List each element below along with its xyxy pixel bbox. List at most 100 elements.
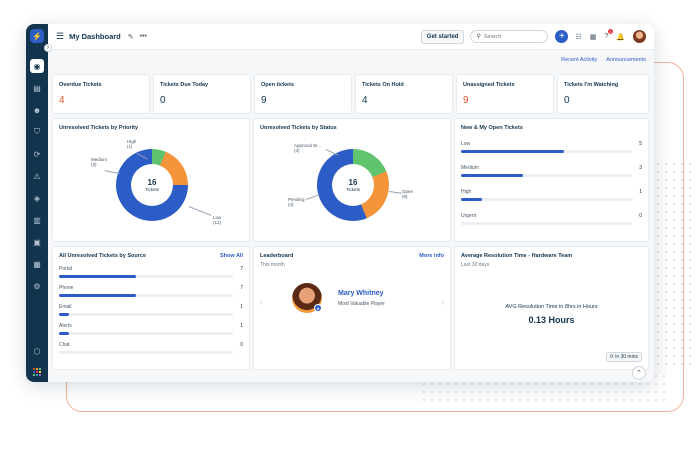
bar-label: Medium — [461, 165, 479, 171]
slice-count: (3) — [91, 162, 97, 168]
slice-label-approval: Approval W... (3) — [294, 143, 321, 154]
bar-row-medium[interactable]: Medium 3 — [461, 165, 642, 177]
sidebar: ⚡ ◉ ▤ ☻ ⛉ ⟳ ⚠ ◈ ▥ ▣ ▦ ⚙ ⬡ — [26, 24, 48, 382]
bar-count: 0 — [240, 342, 243, 348]
bar-row-portal[interactable]: Portal 7 — [59, 266, 243, 278]
slice-count: (4) — [288, 202, 294, 208]
leader-line — [306, 194, 320, 200]
kpi-card-overdue[interactable]: Overdue Tickets 4 — [52, 74, 150, 114]
inventory-icon[interactable]: ▦ — [33, 259, 41, 269]
more-options-icon[interactable]: ••• — [139, 33, 147, 40]
menu-icon[interactable]: ☰ — [56, 31, 65, 41]
bar-row-low[interactable]: Low 5 — [461, 141, 642, 153]
tickets-by-source-card: All Unresolved Tickets by Source Show Al… — [52, 246, 250, 370]
status-donut[interactable]: 16 Tickets — [317, 149, 389, 221]
calendar-icon[interactable]: ▦ — [589, 33, 597, 41]
bell-icon[interactable]: 🔔 — [616, 33, 625, 41]
changes-icon[interactable]: ⟳ — [33, 149, 41, 159]
problems-icon[interactable]: ⚠ — [33, 171, 41, 181]
show-all-link[interactable]: Show All — [219, 253, 243, 259]
bar-count: 7 — [240, 266, 243, 272]
edit-icon[interactable]: ✎ — [127, 33, 134, 41]
library-icon[interactable]: ▥ — [33, 215, 41, 225]
topbar: ☰ My Dashboard ✎ ••• Get started ⚲ Searc… — [48, 24, 654, 50]
announcements-link[interactable]: Announcements — [606, 57, 646, 63]
bar-row-chat[interactable]: Chat 0 — [59, 342, 243, 354]
kpi-card-unassigned[interactable]: Unassigned Tickets 9 — [456, 74, 554, 114]
help-icon[interactable]: ? 1 — [604, 29, 614, 40]
slice-name: Low — [213, 215, 222, 220]
kpi-card-on-hold[interactable]: Tickets On Hold 4 — [355, 74, 453, 114]
card-title: Unresolved Tickets by Status — [260, 125, 337, 131]
leader-role: Most Valuable Player — [338, 301, 385, 307]
contacts-icon[interactable]: ☻ — [32, 105, 42, 115]
bar-label: High — [461, 189, 472, 195]
get-started-button[interactable]: Get started — [420, 29, 465, 44]
donut-center: 16 Tickets — [131, 164, 173, 206]
decorative-dots — [654, 160, 694, 370]
assets-icon[interactable]: ◈ — [33, 193, 41, 203]
kpi-card-watching[interactable]: Tickets I'm Watching 0 — [557, 74, 649, 114]
app-window: ⚡ ◉ ▤ ☻ ⛉ ⟳ ⚠ ◈ ▥ ▣ ▦ ⚙ ⬡ › ☰ My Dashboa… — [26, 24, 654, 382]
donut-total-label: Tickets — [345, 187, 361, 192]
list-icon[interactable]: ☷ — [575, 33, 582, 41]
cube-icon[interactable]: ⬡ — [33, 346, 41, 356]
avatar[interactable] — [633, 30, 646, 43]
period-label: This month — [260, 262, 285, 268]
donut-total: 16 — [348, 178, 358, 187]
kpi-card-due-today[interactable]: Tickets Due Today 0 — [153, 74, 251, 114]
apps-grid-icon[interactable] — [33, 368, 41, 376]
refresh-text: in 30 mins — [615, 354, 638, 360]
bar-count: 1 — [240, 323, 243, 329]
bar-fill — [461, 150, 564, 153]
metric-value: 0.13 Hours — [528, 315, 575, 325]
settings-icon[interactable]: ⚙ — [33, 281, 41, 291]
leader-name[interactable]: Mary Whitney — [338, 290, 384, 297]
resolution-time-card: Average Resolution Time - Hardware Team … — [454, 246, 649, 370]
bar-track — [59, 294, 233, 297]
medal-icon: ★ — [314, 304, 322, 312]
bar-count: 0 — [639, 213, 642, 219]
slice-count: (12) — [213, 220, 222, 226]
new-button[interactable]: + — [555, 30, 569, 43]
chevron-right-icon[interactable]: › — [441, 297, 444, 307]
kpi-value: 9 — [261, 95, 267, 106]
more-info-link[interactable]: More info — [419, 253, 444, 259]
kpi-label: Tickets I'm Watching — [564, 82, 619, 88]
bar-track — [461, 222, 632, 225]
slice-name: Approval W... — [294, 143, 321, 148]
slice-label-high: High (1) — [127, 139, 136, 150]
bar-track — [461, 150, 632, 153]
chevron-left-icon[interactable]: ‹ — [260, 297, 263, 307]
priority-donut[interactable]: 16 Tickets — [116, 149, 188, 221]
slice-name: Pending — [288, 197, 305, 202]
bar-label: Low — [461, 141, 471, 147]
tickets-icon[interactable]: ▤ — [33, 83, 41, 93]
donut-center: 16 Tickets — [332, 164, 374, 206]
slice-count: (9) — [402, 194, 408, 200]
bar-track — [59, 332, 233, 335]
leader-line — [104, 170, 120, 175]
recent-activity-link[interactable]: Recent Activity — [561, 57, 598, 63]
reports-icon[interactable]: ▣ — [33, 237, 41, 247]
bar-row-alerts[interactable]: Alerts 1 — [59, 323, 243, 335]
slice-count: (1) — [127, 144, 133, 150]
donut-total-label: Tickets — [144, 187, 160, 192]
kpi-card-open[interactable]: Open tickets 9 — [254, 74, 352, 114]
collapse-sidebar-button[interactable]: › — [44, 44, 52, 52]
dashboard-icon[interactable]: ◉ — [30, 59, 44, 73]
card-title: All Unresolved Tickets by Source — [59, 253, 147, 259]
kpi-value: 4 — [59, 95, 65, 106]
shield-icon[interactable]: ⛉ — [34, 127, 40, 136]
search-icon: ⚲ — [476, 34, 481, 40]
scroll-to-top-button[interactable]: ⌃ — [632, 366, 646, 380]
bar-fill — [461, 174, 523, 177]
refresh-interval-badge[interactable]: ⟳ in 30 mins — [605, 352, 642, 362]
logo-icon[interactable]: ⚡ — [30, 29, 44, 43]
bar-row-urgent[interactable]: Urgent 0 — [461, 213, 642, 225]
bar-row-phone[interactable]: Phone 7 — [59, 285, 243, 297]
bar-row-email[interactable]: Email 1 — [59, 304, 243, 316]
bar-row-high[interactable]: High 1 — [461, 189, 642, 201]
search-input[interactable]: ⚲ Search — [470, 30, 549, 43]
bar-fill — [59, 294, 136, 297]
